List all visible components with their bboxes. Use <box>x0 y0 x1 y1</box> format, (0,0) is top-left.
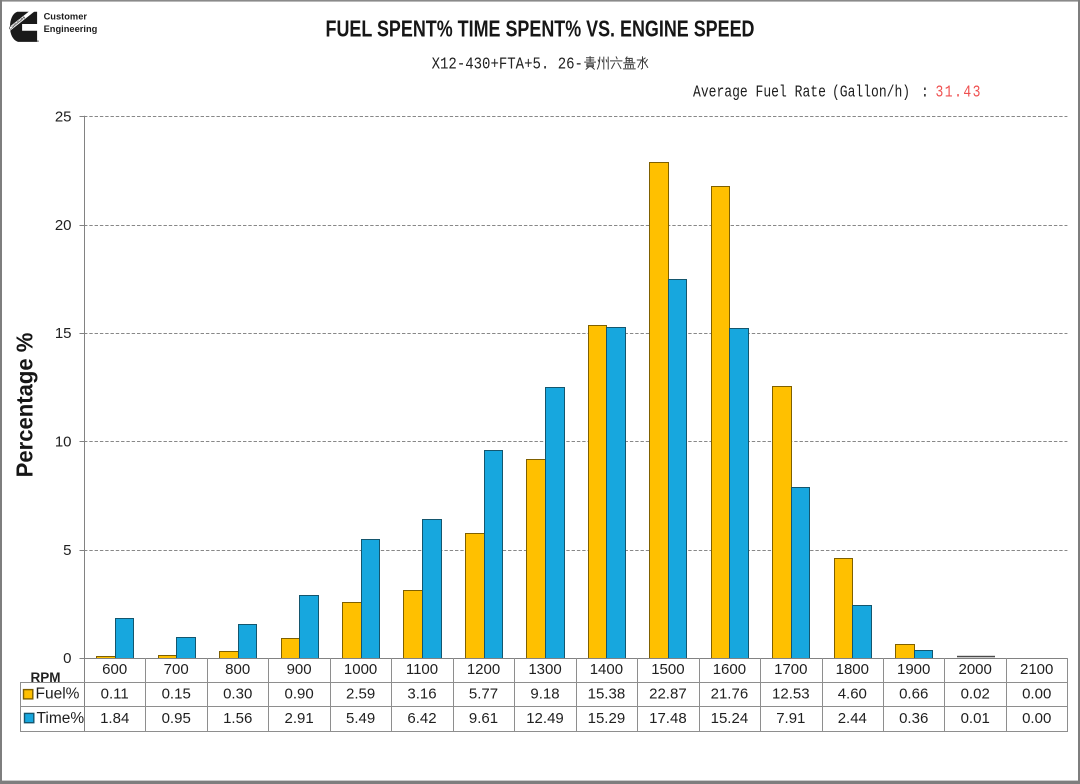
svg-text:0.11: 0.11 <box>101 686 129 703</box>
svg-text:900: 900 <box>287 661 312 678</box>
svg-text:1400: 1400 <box>590 661 623 678</box>
svg-text:0.90: 0.90 <box>284 686 313 703</box>
svg-text:7.91: 7.91 <box>776 710 805 727</box>
svg-text:0.00: 0.00 <box>1022 686 1051 703</box>
svg-text:0.01: 0.01 <box>961 710 990 727</box>
svg-text:Time%: Time% <box>37 710 85 727</box>
svg-text:2.59: 2.59 <box>346 686 375 703</box>
svg-text:1.56: 1.56 <box>223 710 252 727</box>
svg-text:800: 800 <box>225 661 250 678</box>
svg-text:2100: 2100 <box>1020 661 1053 678</box>
svg-text:4.60: 4.60 <box>838 686 867 703</box>
svg-text:Average Fuel Rate(Gallon/h):31: Average Fuel Rate (Gallon/h):31.43 <box>693 84 982 102</box>
svg-text:1.84: 1.84 <box>100 710 129 727</box>
svg-text:0.95: 0.95 <box>162 710 191 727</box>
svg-text:0.00: 0.00 <box>1022 710 1051 727</box>
svg-text:15: 15 <box>55 325 72 342</box>
svg-text:0.66: 0.66 <box>899 686 928 703</box>
svg-text:Fuel%: Fuel% <box>36 686 80 703</box>
svg-text:12.49: 12.49 <box>526 710 564 727</box>
svg-text:9.61: 9.61 <box>469 710 498 727</box>
svg-text:1800: 1800 <box>836 661 869 678</box>
svg-text:X12-430+FTA+5. 26-: X12-430+FTA+5. 26- <box>432 54 583 73</box>
svg-text:1200: 1200 <box>467 661 500 678</box>
svg-text:Customer: Customer <box>44 11 88 21</box>
svg-text:1700: 1700 <box>774 661 807 678</box>
svg-text:3.16: 3.16 <box>407 686 436 703</box>
svg-text:1000: 1000 <box>344 661 377 678</box>
svg-text:5: 5 <box>63 542 71 559</box>
svg-text:1100: 1100 <box>406 661 438 678</box>
svg-text:1900: 1900 <box>897 661 930 678</box>
svg-text:0.15: 0.15 <box>162 686 191 703</box>
svg-text:0.36: 0.36 <box>899 710 928 727</box>
svg-text:10: 10 <box>55 434 72 451</box>
svg-text:RPM: RPM <box>31 670 61 685</box>
svg-text:22.87: 22.87 <box>649 686 687 703</box>
svg-text:21.76: 21.76 <box>711 686 749 703</box>
svg-text:Percentage %: Percentage % <box>12 333 38 478</box>
svg-text:12.53: 12.53 <box>772 686 810 703</box>
svg-text:25: 25 <box>55 108 72 125</box>
svg-text:5.77: 5.77 <box>469 686 498 703</box>
svg-text:1500: 1500 <box>651 661 684 678</box>
svg-text:17.48: 17.48 <box>649 710 687 727</box>
svg-text:0.30: 0.30 <box>223 686 252 703</box>
svg-text:15.38: 15.38 <box>588 686 626 703</box>
svg-text:FUEL SPENT% TIME SPENT% VS. EN: FUEL SPENT% TIME SPENT% VS. ENGINE SPEED <box>326 17 755 43</box>
svg-text:6.42: 6.42 <box>407 710 436 727</box>
svg-text:1600: 1600 <box>713 661 746 678</box>
svg-text:15.29: 15.29 <box>588 710 626 727</box>
svg-text:2000: 2000 <box>959 661 992 678</box>
svg-text:20: 20 <box>55 217 72 234</box>
svg-text:0.02: 0.02 <box>961 686 990 703</box>
svg-text:15.24: 15.24 <box>711 710 749 727</box>
svg-text:2.91: 2.91 <box>284 710 313 727</box>
svg-text:0: 0 <box>63 650 71 667</box>
svg-text:5.49: 5.49 <box>346 710 375 727</box>
svg-text:Engineering: Engineering <box>44 24 98 34</box>
svg-text:9.18: 9.18 <box>530 686 559 703</box>
svg-text:1300: 1300 <box>528 661 561 678</box>
svg-text:700: 700 <box>164 661 189 678</box>
svg-text:2.44: 2.44 <box>838 710 867 727</box>
svg-text:600: 600 <box>102 661 127 678</box>
